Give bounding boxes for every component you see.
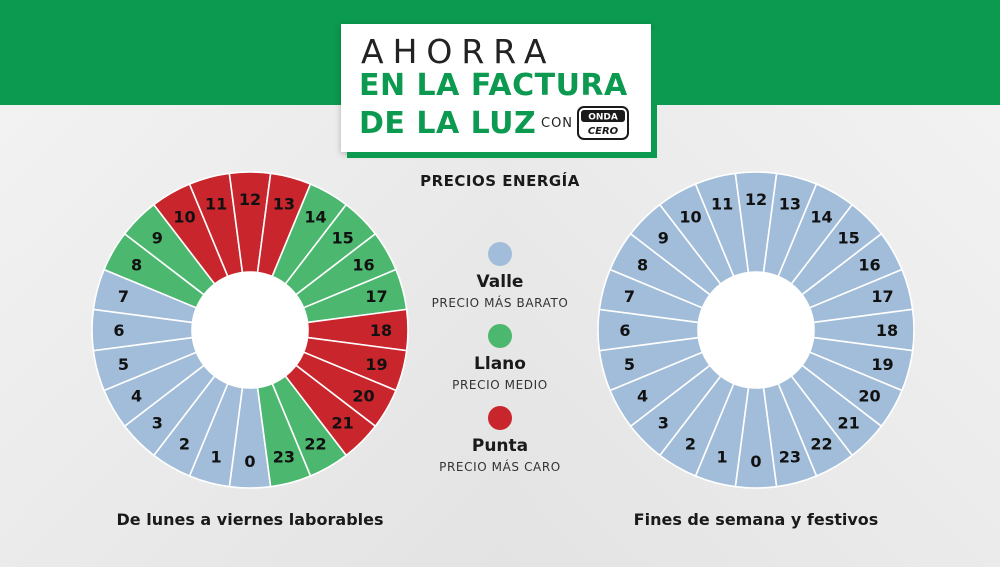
- legend-punta-name: Punta: [471, 436, 529, 456]
- hour-label-11: 11: [205, 194, 227, 213]
- hour-label-20: 20: [352, 387, 374, 406]
- legend-valle-name: Valle: [476, 272, 524, 292]
- hour-label-17: 17: [871, 287, 893, 306]
- hour-label-14: 14: [810, 208, 832, 227]
- hour-label-0: 0: [750, 452, 761, 471]
- hour-label-19: 19: [871, 355, 893, 374]
- hour-label-5: 5: [118, 355, 129, 374]
- legend-valle-desc: PRECIO MÁS BARATO: [431, 296, 569, 310]
- svg-text:CERO: CERO: [588, 126, 619, 137]
- hour-label-7: 7: [624, 287, 635, 306]
- hour-label-6: 6: [619, 321, 630, 340]
- title-line-2: EN LA FACTURA: [359, 68, 628, 103]
- weekday-caption: De lunes a viernes laborables: [116, 510, 384, 529]
- hour-label-12: 12: [239, 190, 261, 209]
- hour-label-18: 18: [876, 321, 898, 340]
- legend-punta-desc: PRECIO MÁS CARO: [439, 460, 561, 474]
- hour-label-15: 15: [837, 228, 859, 247]
- hour-label-4: 4: [637, 387, 648, 406]
- hour-label-11: 11: [711, 194, 733, 213]
- title-line-3: DE LA LUZ: [359, 106, 537, 141]
- hour-label-14: 14: [304, 208, 326, 227]
- legend-llano-name: Llano: [474, 354, 526, 374]
- svg-text:ONDA: ONDA: [588, 113, 618, 123]
- hour-label-13: 13: [779, 194, 801, 213]
- title-con: CON: [541, 116, 574, 131]
- legend-llano-desc: PRECIO MEDIO: [452, 378, 548, 392]
- hour-label-0: 0: [244, 452, 255, 471]
- hour-label-7: 7: [118, 287, 129, 306]
- hour-label-1: 1: [211, 448, 222, 467]
- hour-label-22: 22: [810, 434, 832, 453]
- title-box: AHORRA EN LA FACTURA DE LA LUZ CON ONDA …: [341, 24, 651, 152]
- hour-label-23: 23: [273, 448, 295, 467]
- hour-label-9: 9: [658, 228, 669, 247]
- hour-label-2: 2: [179, 434, 190, 453]
- hour-label-21: 21: [331, 414, 353, 433]
- hour-label-21: 21: [837, 414, 859, 433]
- hour-label-12: 12: [745, 190, 767, 209]
- hour-label-1: 1: [717, 448, 728, 467]
- legend-llano: Llano PRECIO MEDIO: [400, 324, 600, 392]
- hour-label-5: 5: [624, 355, 635, 374]
- hour-label-22: 22: [304, 434, 326, 453]
- hour-label-6: 6: [113, 321, 124, 340]
- onda-cero-logo: ONDA CERO: [577, 106, 629, 140]
- hour-label-13: 13: [273, 194, 295, 213]
- hour-label-8: 8: [637, 256, 648, 275]
- hour-label-8: 8: [131, 256, 142, 275]
- hour-label-16: 16: [352, 256, 374, 275]
- legend-punta-dot: [488, 406, 512, 430]
- hour-label-23: 23: [779, 448, 801, 467]
- hour-label-3: 3: [152, 414, 163, 433]
- hour-label-16: 16: [858, 256, 880, 275]
- hour-label-20: 20: [858, 387, 880, 406]
- legend-llano-dot: [488, 324, 512, 348]
- hour-label-17: 17: [365, 287, 387, 306]
- wheel-center: [698, 272, 814, 388]
- hour-label-9: 9: [152, 228, 163, 247]
- hour-label-10: 10: [173, 208, 195, 227]
- hour-label-2: 2: [685, 434, 696, 453]
- legend-punta: Punta PRECIO MÁS CARO: [400, 406, 600, 474]
- hour-label-3: 3: [658, 414, 669, 433]
- wheel-center: [192, 272, 308, 388]
- hour-label-18: 18: [370, 321, 392, 340]
- weekend-caption: Fines de semana y festivos: [633, 510, 879, 529]
- hour-label-4: 4: [131, 387, 142, 406]
- legend-valle-dot: [488, 242, 512, 266]
- title-line-1: AHORRA: [361, 32, 556, 71]
- hour-label-15: 15: [331, 228, 353, 247]
- subtitle: PRECIOS ENERGÍA: [420, 172, 580, 190]
- hour-label-10: 10: [679, 208, 701, 227]
- hour-label-19: 19: [365, 355, 387, 374]
- legend-valle: Valle PRECIO MÁS BARATO: [400, 242, 600, 310]
